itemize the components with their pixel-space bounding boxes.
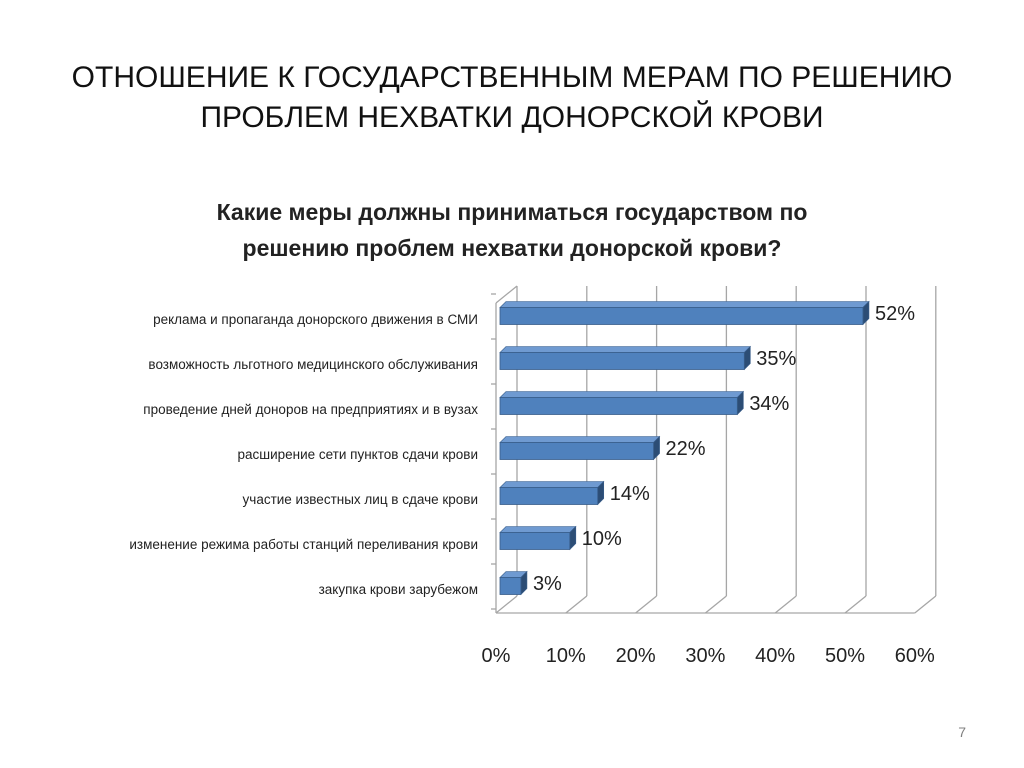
bar-top-face xyxy=(499,436,661,443)
bar-front-face xyxy=(499,397,738,415)
category-label: реклама и пропаганда донорского движения… xyxy=(153,312,478,327)
bar-front-face xyxy=(499,487,599,505)
bar-front-face xyxy=(499,352,745,370)
x-tick-label: 30% xyxy=(685,645,725,667)
data-label: 3% xyxy=(533,573,562,595)
bar-top-face xyxy=(499,526,577,533)
bar-top-face xyxy=(499,301,870,308)
page-number: 7 xyxy=(958,724,966,740)
bar-front-face xyxy=(499,532,571,550)
x-tick-label: 40% xyxy=(755,645,795,667)
slide-title: ОТНОШЕНИЕ К ГОСУДАРСТВЕННЫМ МЕРАМ ПО РЕШ… xyxy=(40,58,984,138)
floor-gridline xyxy=(914,595,937,614)
data-label: 34% xyxy=(749,393,789,415)
floor-gridline xyxy=(774,595,797,614)
bar: 3% xyxy=(499,570,562,596)
bars: 52% 35% 34% 22% 14% 10% 3% xyxy=(499,300,915,596)
x-axis-ticks: 0% 10% 20% 30% 40% 50% 60% xyxy=(482,645,935,667)
chart-title: Какие меры должны приниматься государств… xyxy=(217,199,808,261)
x-tick-label: 0% xyxy=(482,645,511,667)
data-label: 52% xyxy=(875,303,915,325)
gridlines xyxy=(491,285,937,614)
x-tick-label: 10% xyxy=(546,645,586,667)
bar-front-face xyxy=(499,577,522,595)
category-labels: реклама и пропаганда донорского движения… xyxy=(129,312,478,597)
data-label: 22% xyxy=(666,438,706,460)
chart-title-line-1: Какие меры должны приниматься государств… xyxy=(217,199,808,225)
x-tick-label: 50% xyxy=(825,645,865,667)
x-tick-label: 20% xyxy=(616,645,656,667)
category-label: изменение режима работы станций перелива… xyxy=(129,537,478,552)
category-label: расширение сети пунктов сдачи крови xyxy=(237,447,478,462)
bar: 14% xyxy=(499,480,650,506)
floor-gridline xyxy=(635,595,658,614)
category-label: проведение дней доноров на предприятиях … xyxy=(143,402,478,417)
bar-front-face xyxy=(499,307,864,325)
slide-title-line-1: ОТНОШЕНИЕ К ГОСУДАРСТВЕННЫМ МЕРАМ ПО РЕШ… xyxy=(71,61,953,94)
data-label: 35% xyxy=(756,348,796,370)
floor-gridline xyxy=(565,595,588,614)
slide-title-line-2: ПРОБЛЕМ НЕХВАТКИ ДОНОРСКОЙ КРОВИ xyxy=(200,101,824,134)
data-label: 10% xyxy=(582,528,622,550)
bar-top-face xyxy=(499,346,752,353)
wall-edge xyxy=(495,285,518,304)
category-label: закупка крови зарубежом xyxy=(319,582,478,597)
bar: 22% xyxy=(499,435,706,461)
bar-front-face xyxy=(499,442,654,460)
chart-title-line-2: решению проблем нехватки донорской крови… xyxy=(243,235,782,261)
data-label: 14% xyxy=(610,483,650,505)
floor-gridline xyxy=(844,595,867,614)
bar: 35% xyxy=(499,345,797,371)
bar-top-face xyxy=(499,481,605,488)
category-label: возможность льготного медицинского обслу… xyxy=(148,357,478,372)
x-tick-label: 60% xyxy=(895,645,935,667)
bar: 34% xyxy=(499,390,790,416)
category-label: участие известных лиц в сдаче крови xyxy=(243,492,478,507)
bar: 52% xyxy=(499,300,915,326)
bar-top-face xyxy=(499,391,745,398)
floor-gridline xyxy=(704,595,727,614)
floor-gridline xyxy=(495,595,518,614)
bar: 10% xyxy=(499,525,622,551)
